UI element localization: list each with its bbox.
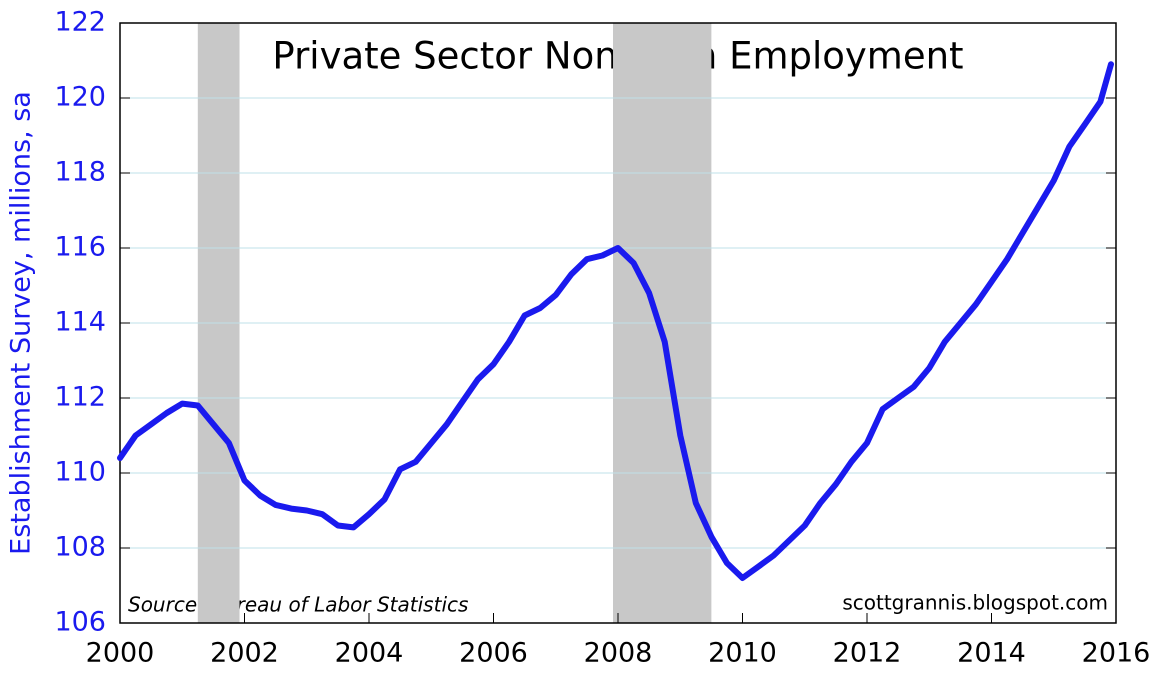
- x-tick-label: 2010: [708, 638, 777, 669]
- x-tick-label: 2002: [210, 638, 279, 669]
- y-tick-label: 110: [54, 457, 106, 488]
- source-note: Source: Bureau of Labor Statistics: [128, 593, 468, 617]
- x-tick-label: 2000: [86, 638, 155, 669]
- y-tick-label: 106: [54, 607, 106, 638]
- x-tick-label: 2004: [335, 638, 404, 669]
- x-tick-label: 2008: [584, 638, 653, 669]
- y-tick-label: 120: [54, 82, 106, 113]
- y-tick-label: 118: [54, 157, 106, 188]
- x-tick-label: 2016: [1082, 638, 1151, 669]
- y-tick-label: 116: [54, 232, 106, 263]
- y-tick-label: 122: [54, 7, 106, 38]
- x-tick-label: 2012: [833, 638, 902, 669]
- y-axis-label: Establishment Survey, millions, sa: [6, 91, 37, 555]
- y-tick-label: 112: [54, 382, 106, 413]
- x-tick-label: 2014: [957, 638, 1026, 669]
- y-tick-label: 108: [54, 532, 106, 563]
- watermark: scottgrannis.blogspot.com: [842, 591, 1108, 615]
- y-tick-label: 114: [54, 307, 106, 338]
- x-tick-label: 2006: [459, 638, 528, 669]
- data-line: [117, 61, 1114, 581]
- plot-frame: [119, 22, 1117, 624]
